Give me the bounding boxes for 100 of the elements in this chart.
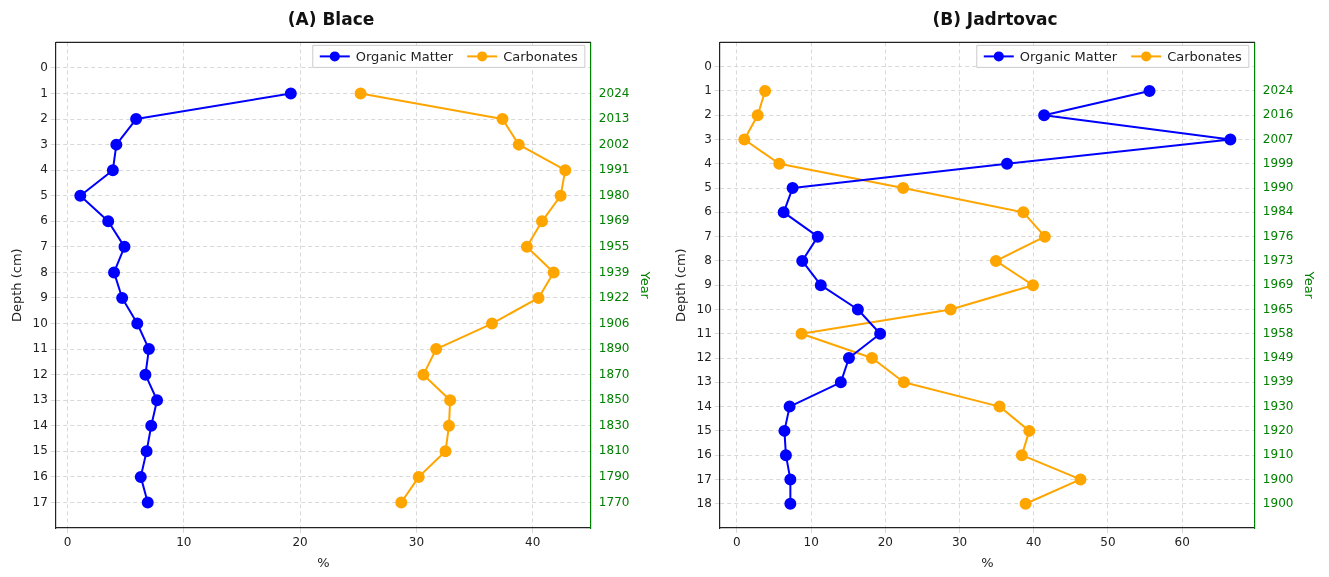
- point: [559, 164, 572, 177]
- y-tick-label: 2: [40, 111, 48, 126]
- point: [430, 343, 443, 356]
- x-tick-label: 50: [1100, 535, 1116, 550]
- point: [897, 376, 910, 389]
- point: [142, 343, 155, 356]
- point: [108, 266, 121, 279]
- x-tick-label: 20: [877, 535, 893, 550]
- category-label: 2007: [1262, 131, 1294, 146]
- y-tick-label: 8: [704, 253, 712, 268]
- category-label: 1922: [598, 290, 630, 305]
- point: [1001, 157, 1014, 170]
- y-tick-label: 5: [704, 180, 712, 195]
- y-tick-label: 9: [40, 290, 48, 305]
- point: [851, 303, 864, 316]
- y-tick-label: 3: [40, 136, 48, 151]
- point: [993, 400, 1006, 413]
- point: [1017, 206, 1030, 219]
- point: [141, 496, 154, 509]
- point: [1027, 279, 1039, 292]
- x-tick-label: 10: [803, 535, 819, 550]
- y-tick-label: 7: [40, 238, 48, 253]
- y-tick-label: 11: [696, 325, 712, 340]
- point: [865, 352, 878, 365]
- x-tick-label: 30: [408, 535, 425, 550]
- category-label: 1906: [598, 315, 630, 330]
- x-tick-label: 40: [1026, 535, 1042, 550]
- point: [74, 189, 87, 202]
- legend-label: Organic Matter: [1019, 48, 1118, 64]
- x-axis-title: %: [317, 554, 330, 570]
- y-tick-label: 6: [40, 213, 48, 228]
- y-tick-label: 1: [704, 83, 712, 98]
- point: [834, 376, 847, 389]
- chart-title: (A) Blace: [287, 8, 375, 29]
- point: [110, 138, 123, 151]
- category-label: 1980: [598, 187, 630, 202]
- category-label: 1999: [1262, 155, 1294, 170]
- y-tick-label: 9: [704, 277, 712, 292]
- point: [140, 445, 153, 458]
- y-tick-label: 18: [696, 495, 712, 510]
- point: [106, 164, 119, 177]
- point: [777, 206, 790, 219]
- y-tick-label: 2: [704, 107, 712, 122]
- y-tick-label: 17: [696, 471, 712, 486]
- legend-label: Carbonates: [503, 48, 579, 64]
- category-label: 1900: [1262, 495, 1294, 510]
- point: [134, 470, 147, 483]
- y-tick-label: 13: [696, 374, 712, 389]
- y-tick-label: 12: [696, 350, 712, 365]
- y-tick-label: 3: [704, 131, 712, 146]
- y-tick-label: 4: [40, 162, 48, 177]
- point: [1038, 109, 1051, 122]
- x-tick-label: 10: [176, 535, 192, 550]
- category-label: 1958: [1262, 325, 1294, 340]
- y-tick-label: 13: [32, 392, 48, 407]
- point: [773, 157, 786, 170]
- category-label: 1910: [1262, 447, 1294, 462]
- point: [1015, 449, 1028, 462]
- y-tick-label: 17: [32, 494, 48, 509]
- category-label: 1976: [1262, 228, 1294, 243]
- y-tick-label: 16: [696, 447, 712, 462]
- point: [1224, 133, 1237, 146]
- category-label: 1973: [1262, 253, 1294, 268]
- point: [989, 254, 1002, 267]
- legend-label: Organic Matter: [355, 48, 454, 64]
- point: [536, 215, 549, 228]
- point: [145, 419, 158, 432]
- y-tick-label: 16: [32, 469, 48, 484]
- category-label: 1965: [1262, 301, 1294, 316]
- category-label: 1790: [598, 469, 630, 484]
- category-label: 2002: [598, 136, 630, 151]
- category-label: 2016: [1262, 107, 1294, 122]
- point: [874, 327, 887, 340]
- point: [116, 291, 129, 304]
- point: [395, 496, 408, 509]
- chart-title: (B) Jadrtovac: [932, 8, 1058, 29]
- point: [554, 189, 567, 202]
- y2-axis-title: Year: [1301, 270, 1317, 300]
- y-tick-label: 8: [40, 264, 48, 279]
- point: [496, 113, 509, 126]
- x-tick-label: 40: [525, 535, 541, 550]
- point: [354, 87, 367, 100]
- point: [532, 291, 545, 304]
- point: [811, 230, 824, 243]
- point: [412, 470, 425, 483]
- point: [102, 215, 115, 228]
- y-tick-label: 10: [32, 315, 48, 330]
- y-tick-label: 0: [704, 58, 712, 73]
- point: [784, 497, 797, 510]
- point: [520, 240, 533, 253]
- category-label: 1991: [598, 162, 630, 177]
- category-label: 1955: [598, 238, 630, 253]
- y-axis-title: Depth (cm): [9, 248, 25, 323]
- y-tick-label: 4: [704, 155, 712, 170]
- category-label: 1949: [1262, 350, 1294, 365]
- category-label: 1930: [1262, 398, 1294, 413]
- category-label: 1850: [598, 392, 630, 407]
- y-tick-label: 1: [40, 85, 48, 100]
- legend-label: Carbonates: [1167, 48, 1243, 64]
- point: [786, 182, 799, 195]
